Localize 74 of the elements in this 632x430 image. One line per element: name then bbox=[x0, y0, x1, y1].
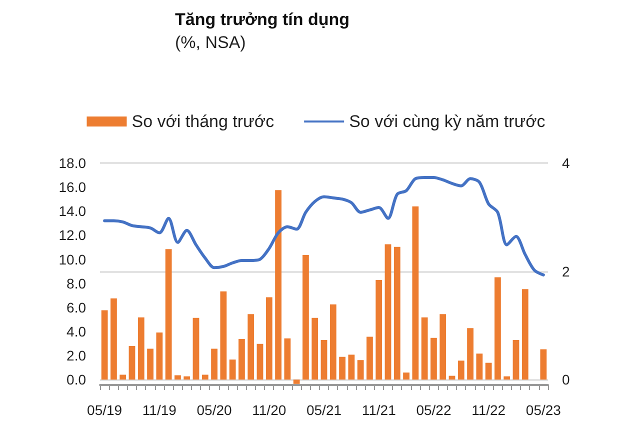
bar bbox=[174, 375, 181, 380]
bar bbox=[248, 314, 254, 380]
bar bbox=[504, 376, 510, 380]
bar bbox=[110, 298, 117, 380]
legend-label: So với tháng trước bbox=[132, 112, 275, 131]
bar bbox=[421, 317, 428, 380]
bar bbox=[403, 372, 410, 380]
bar bbox=[430, 338, 437, 380]
x-tick-label: 11/21 bbox=[362, 402, 396, 418]
bar bbox=[366, 336, 373, 380]
bar bbox=[512, 340, 520, 380]
bar bbox=[394, 246, 400, 380]
x-tick-label: 11/19 bbox=[142, 402, 177, 418]
y-tick-label: 18.0 bbox=[58, 155, 86, 171]
y2-tick-label: 2 bbox=[562, 263, 570, 280]
bar bbox=[156, 332, 163, 380]
bar bbox=[165, 249, 172, 380]
bar bbox=[220, 291, 227, 380]
y2-tick-label: 4 bbox=[562, 155, 570, 171]
y-tick-label: 8.0 bbox=[66, 275, 86, 292]
chart-subtitle: (%, NSA) bbox=[175, 33, 246, 52]
bar bbox=[256, 344, 264, 380]
bar bbox=[275, 190, 282, 380]
legend-label: So với cùng kỳ năm trước bbox=[349, 112, 546, 131]
bar bbox=[494, 277, 501, 380]
bar bbox=[458, 360, 464, 380]
bar bbox=[485, 362, 492, 380]
bar bbox=[120, 374, 126, 380]
bar bbox=[147, 348, 154, 380]
y-tick-label: 16.0 bbox=[58, 179, 86, 196]
x-tick-label: 11/22 bbox=[472, 402, 506, 418]
x-tick-label: 05/19 bbox=[87, 402, 122, 418]
bar bbox=[192, 318, 200, 380]
line-series bbox=[103, 176, 545, 276]
bar bbox=[440, 314, 446, 380]
bar bbox=[384, 244, 392, 380]
bar bbox=[202, 374, 208, 380]
bar bbox=[312, 318, 318, 380]
bar bbox=[339, 356, 346, 380]
bar bbox=[229, 360, 236, 380]
x-tick-label: 05/20 bbox=[196, 402, 232, 418]
bar bbox=[357, 360, 364, 380]
bar bbox=[101, 310, 108, 380]
y-tick-label: 0.0 bbox=[66, 372, 86, 388]
x-tick-label: 05/22 bbox=[416, 402, 452, 418]
bar bbox=[211, 348, 218, 380]
chart-title: Tăng trưởng tín dụng bbox=[175, 10, 350, 29]
bar bbox=[522, 289, 528, 380]
y-tick-label: 2.0 bbox=[66, 348, 86, 364]
y-tick-label: 4.0 bbox=[66, 323, 86, 340]
bar bbox=[184, 376, 190, 380]
y-tick-label: 14.0 bbox=[58, 203, 86, 220]
y-tick-label: 6.0 bbox=[66, 299, 86, 316]
bar bbox=[376, 280, 382, 380]
bar bbox=[128, 346, 136, 380]
bar bbox=[412, 206, 419, 380]
x-tick-label: 11/20 bbox=[252, 402, 286, 418]
bar bbox=[476, 354, 483, 380]
bar bbox=[320, 340, 328, 380]
bar bbox=[284, 338, 291, 380]
bar bbox=[467, 328, 474, 380]
bar bbox=[266, 297, 272, 380]
x-tick-label: 05/23 bbox=[526, 402, 562, 418]
x-tick-label: 05/21 bbox=[306, 402, 342, 418]
bar bbox=[238, 338, 245, 380]
bar bbox=[293, 380, 300, 384]
bar bbox=[348, 354, 355, 380]
bar bbox=[302, 255, 309, 380]
y2-tick-label: 0 bbox=[562, 372, 570, 388]
y-tick-label: 10.0 bbox=[58, 251, 86, 268]
bar bbox=[330, 304, 336, 380]
y-tick-label: 12.0 bbox=[58, 227, 86, 244]
bar bbox=[540, 349, 547, 380]
bar bbox=[138, 317, 144, 380]
